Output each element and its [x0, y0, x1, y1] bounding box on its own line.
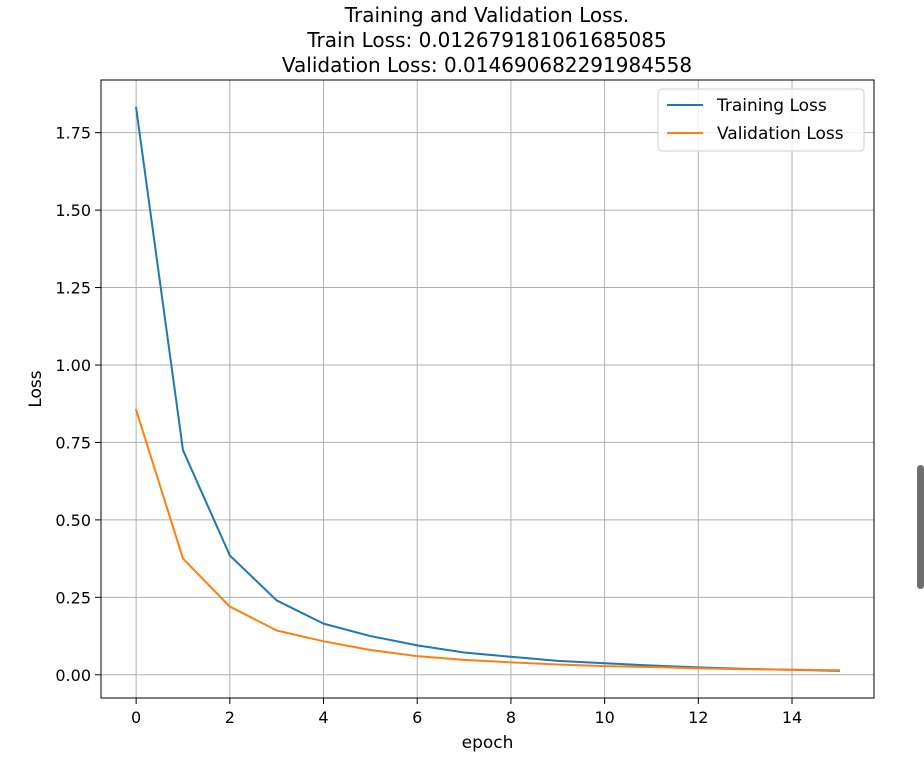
y-tick-label: 1.25	[55, 279, 91, 298]
series-line-validation-loss	[134, 408, 840, 672]
legend-box	[657, 88, 865, 152]
title-line-2: Train Loss: 0.012679181061685085	[306, 28, 666, 52]
x-tick-label: 8	[506, 708, 516, 727]
legend-label: Training Loss	[716, 96, 827, 116]
x-tick-label: 10	[594, 708, 614, 727]
title-line-3: Validation Loss: 0.014690682291984558	[282, 53, 692, 77]
legend-label: Validation Loss	[717, 124, 844, 144]
title-line-1: Training and Validation Loss.	[344, 3, 630, 27]
y-tick-label: 0.00	[55, 666, 91, 685]
x-tick-label: 14	[782, 708, 802, 727]
chart-title: Training and Validation Loss.Train Loss:…	[282, 3, 692, 77]
plot-frame	[100, 79, 875, 699]
y-ticks: 0.00 0.25 0.50 0.75 1.00 1.25 1.50 1.75	[55, 124, 101, 685]
x-tick-label: 0	[131, 708, 141, 727]
series-lines	[134, 106, 840, 672]
scrollbar-thumb[interactable]	[917, 465, 924, 589]
y-tick-label: 0.50	[55, 511, 91, 530]
x-tick-label: 6	[412, 708, 422, 727]
x-tick-label: 12	[688, 708, 708, 727]
grid	[101, 80, 874, 698]
y-tick-label: 0.75	[55, 433, 91, 452]
y-tick-label: 1.75	[55, 124, 91, 143]
axes	[100, 79, 875, 699]
y-tick-label: 1.50	[55, 201, 91, 220]
y-tick-label: 1.00	[55, 356, 91, 375]
y-tick-label: 0.25	[55, 588, 91, 607]
x-axis-label: epoch	[462, 733, 514, 753]
x-tick-label: 4	[318, 708, 328, 727]
legend: Training Loss Validation Loss	[657, 88, 865, 152]
series-line-training-loss	[135, 106, 840, 672]
x-tick-label: 2	[225, 708, 235, 727]
y-axis-label: Loss	[26, 370, 46, 407]
x-ticks: 0 2 4 6 8 10 12 14	[131, 698, 802, 727]
